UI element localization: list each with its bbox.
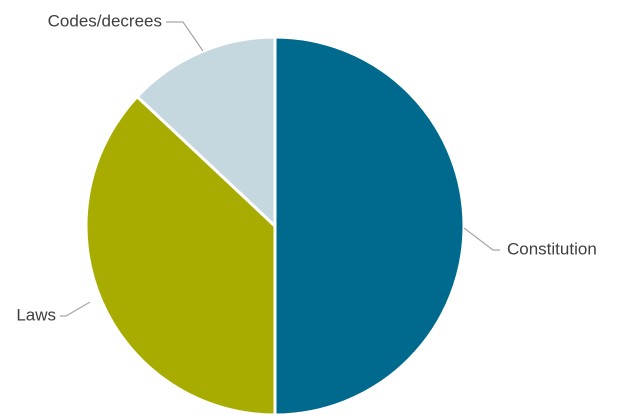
pie-slices <box>84 35 466 417</box>
leader-line-codes-decrees <box>166 21 204 52</box>
slice-label-laws: Laws <box>16 305 56 324</box>
slice-labels: Constitution Laws Codes/decrees <box>16 11 596 324</box>
leader-line-constitution <box>463 227 500 251</box>
leader-lines <box>60 21 500 317</box>
slice-label-constitution: Constitution <box>507 239 597 258</box>
pie-slice-codes-decrees <box>135 35 277 228</box>
slice-label-codes-decrees: Codes/decrees <box>48 11 162 30</box>
pie-slice-laws <box>84 95 277 417</box>
leader-line-laws <box>60 301 91 317</box>
pie-slice-constitution <box>273 35 466 417</box>
